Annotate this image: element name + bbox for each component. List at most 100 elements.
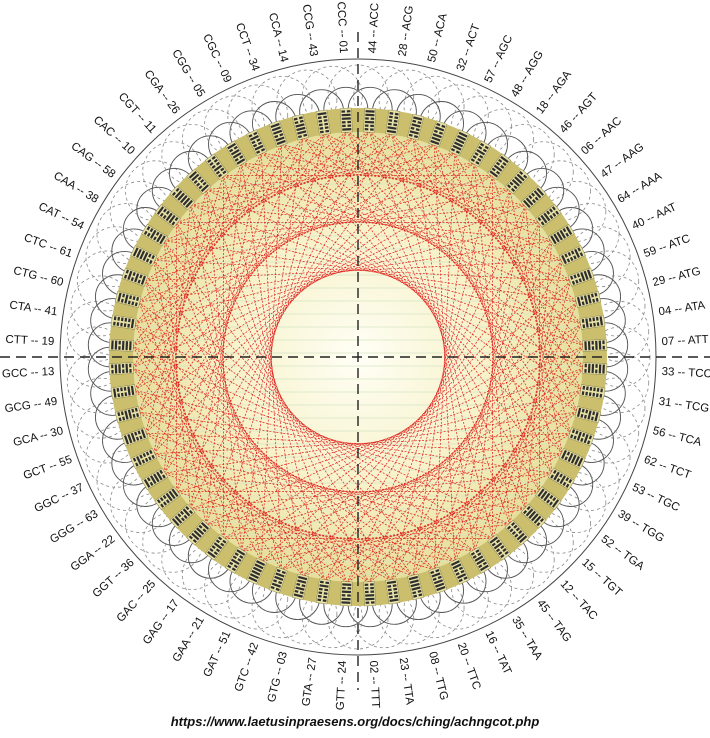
hexagram-tile <box>186 168 212 195</box>
yin-line <box>200 178 205 184</box>
chord-line <box>412 137 584 347</box>
chord-line <box>134 152 262 391</box>
hexagram-tile <box>268 566 288 594</box>
chord-line <box>138 240 552 303</box>
hexagram-tile <box>468 546 492 574</box>
yang-line <box>533 515 542 524</box>
loop-arc-dashed <box>353 587 415 649</box>
yin-line <box>571 429 576 434</box>
tile <box>204 153 229 180</box>
yin-line <box>347 594 351 597</box>
yin-line <box>565 483 570 488</box>
yin-line <box>325 129 330 133</box>
yin-line <box>578 278 582 283</box>
yin-line <box>117 393 121 398</box>
yin-line <box>415 128 420 132</box>
yin-line <box>303 133 308 137</box>
yang-line <box>576 431 582 441</box>
yin-line <box>347 587 352 590</box>
yin-line <box>588 392 592 397</box>
yin-line <box>257 141 263 146</box>
chord-line <box>132 137 304 347</box>
yin-line <box>460 569 465 574</box>
hexagram-tile <box>582 339 608 352</box>
yin-line <box>217 173 223 178</box>
loop-arc-dashed <box>589 326 651 388</box>
chord-line <box>206 189 563 261</box>
loop-arc-dashed <box>378 69 440 131</box>
codon-label: 64 -- AAA <box>616 170 665 206</box>
yin-line <box>549 501 553 506</box>
chord-line <box>134 323 262 562</box>
yang-line <box>130 385 135 396</box>
yin-line <box>123 386 127 391</box>
yang-line <box>341 113 351 117</box>
yin-line <box>207 159 212 164</box>
yang-line <box>576 407 582 418</box>
yin-line <box>324 588 329 592</box>
yin-line <box>155 231 160 236</box>
yin-line <box>123 323 127 328</box>
yin-line <box>136 296 140 302</box>
yang-line <box>341 590 352 594</box>
hexagram-tile <box>154 203 181 228</box>
chord-line <box>241 411 578 552</box>
yang-line <box>550 235 557 245</box>
hexagram-tile <box>121 427 149 447</box>
yang-line <box>188 170 197 179</box>
yin-line <box>188 509 193 515</box>
yang-line <box>531 513 539 522</box>
tile <box>574 290 602 308</box>
tile <box>520 503 547 529</box>
yin-line <box>410 126 415 130</box>
codon-label: GAT -- 51 <box>201 629 233 679</box>
yin-line <box>165 499 170 504</box>
yin-line <box>293 117 298 121</box>
codon-label: 08 -- TTG <box>426 650 450 701</box>
hexagram-tile <box>110 314 137 330</box>
yin-line <box>595 364 598 368</box>
yang-line <box>435 582 445 588</box>
yang-line <box>159 235 166 245</box>
yin-line <box>582 432 586 437</box>
yin-line <box>364 124 369 127</box>
yang-line <box>553 233 560 243</box>
yin-line <box>117 412 121 417</box>
chord-line <box>346 432 571 584</box>
chord-line <box>153 260 326 581</box>
yin-line <box>325 581 330 585</box>
yin-line <box>299 591 304 595</box>
loop-arc-dashed <box>227 568 289 630</box>
yin-line <box>389 112 394 115</box>
chord-line <box>261 152 572 434</box>
yang-line <box>341 117 351 120</box>
yin-line <box>551 206 556 211</box>
chord-line <box>132 204 526 347</box>
chord-line <box>176 222 582 325</box>
yin-line <box>279 133 284 137</box>
yin-line <box>589 386 593 391</box>
yang-line <box>586 269 593 279</box>
yang-line <box>587 363 591 373</box>
yin-line <box>211 155 216 160</box>
yin-line <box>387 122 392 126</box>
yin-line <box>484 145 489 150</box>
codon-label: CTT -- 19 <box>5 334 55 348</box>
tile <box>268 566 288 594</box>
yang-line <box>251 569 261 576</box>
yang-line <box>236 158 246 165</box>
loop-arc-dashed <box>301 65 363 127</box>
yin-line <box>495 548 501 553</box>
codon-label: 52 -- TGA <box>599 533 647 573</box>
yin-line <box>234 157 239 162</box>
hexagram-tile <box>428 566 448 594</box>
yin-line <box>159 212 164 217</box>
yang-line <box>275 136 285 142</box>
yin-line <box>570 250 575 255</box>
codon-label: 40 -- AAT <box>630 201 678 232</box>
chord-line <box>190 204 552 242</box>
yin-line <box>504 550 509 555</box>
yang-line <box>450 560 460 566</box>
yin-line <box>137 279 141 284</box>
chord-line <box>164 240 578 303</box>
